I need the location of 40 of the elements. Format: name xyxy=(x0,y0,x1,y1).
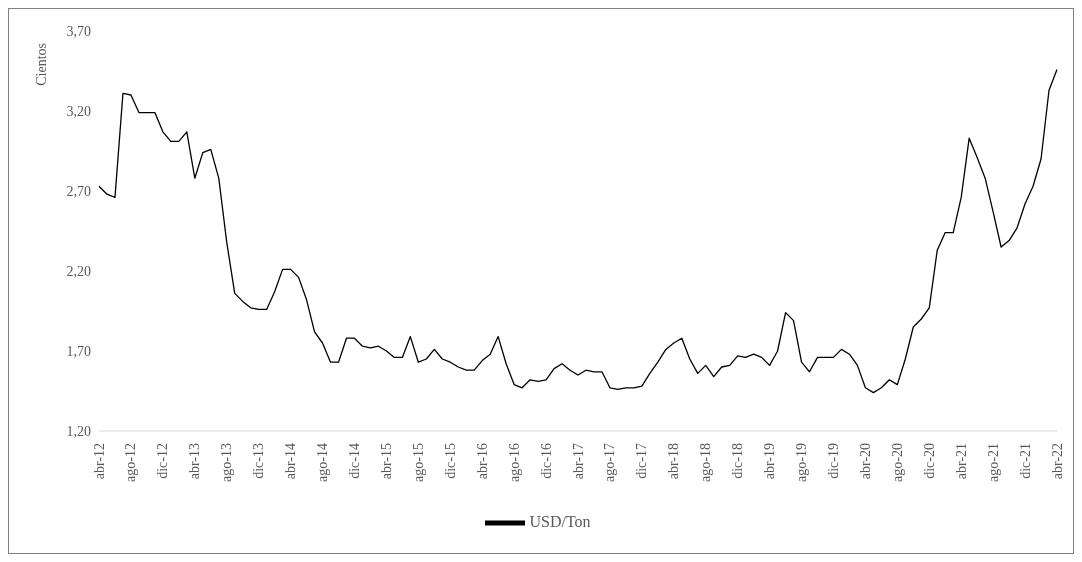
y-tick-label: 3,70 xyxy=(66,23,91,39)
x-tick-label: dic-20 xyxy=(921,443,937,479)
y-axis-title: Cientos xyxy=(33,43,49,86)
x-tick-label: ago-21 xyxy=(985,443,1001,482)
x-tick-label: abr-19 xyxy=(762,443,778,480)
x-tick-label: abr-15 xyxy=(378,443,394,480)
legend-label: USD/Ton xyxy=(529,512,591,530)
x-tick-label: ago-13 xyxy=(219,443,235,482)
x-tick-label: abr-22 xyxy=(1049,443,1065,480)
x-tick-label: abr-21 xyxy=(953,443,969,480)
x-tick-label: abr-17 xyxy=(570,443,586,480)
y-tick-label: 1,70 xyxy=(66,343,91,359)
x-tick-label: dic-13 xyxy=(251,443,267,479)
x-tick-label: dic-18 xyxy=(730,443,746,479)
line-series xyxy=(98,68,1058,394)
x-tick-label: abr-13 xyxy=(187,443,203,480)
x-tick-label: abr-16 xyxy=(474,443,490,480)
x-tick-label: ago-18 xyxy=(698,443,714,482)
x-tick-label: ago-17 xyxy=(602,443,618,482)
x-tick-label: dic-15 xyxy=(442,443,458,479)
x-tick-label: dic-16 xyxy=(538,443,554,479)
x-tick-label: dic-17 xyxy=(634,443,650,479)
x-tick-label: ago-19 xyxy=(794,443,810,482)
y-tick-label: 1,20 xyxy=(66,423,91,439)
x-tick-label: ago-16 xyxy=(506,443,522,482)
y-tick-label: 2,70 xyxy=(66,183,91,199)
x-tick-label: ago-20 xyxy=(889,443,905,482)
y-tick-label: 3,20 xyxy=(66,103,91,119)
x-tick-label: dic-12 xyxy=(155,443,171,479)
x-tick-label: dic-14 xyxy=(346,443,362,479)
x-tick-label: dic-21 xyxy=(1017,443,1033,479)
y-tick-label: 2,20 xyxy=(66,263,91,279)
x-tick-label: dic-19 xyxy=(825,443,841,479)
x-tick-label: abr-18 xyxy=(666,443,682,480)
x-tick-label: abr-14 xyxy=(283,443,299,480)
x-tick-label: ago-14 xyxy=(315,443,331,482)
x-tick-label: abr-12 xyxy=(91,443,107,480)
x-tick-label: ago-12 xyxy=(123,443,139,482)
x-tick-label: ago-15 xyxy=(410,443,426,482)
x-tick-label: abr-20 xyxy=(857,443,873,480)
